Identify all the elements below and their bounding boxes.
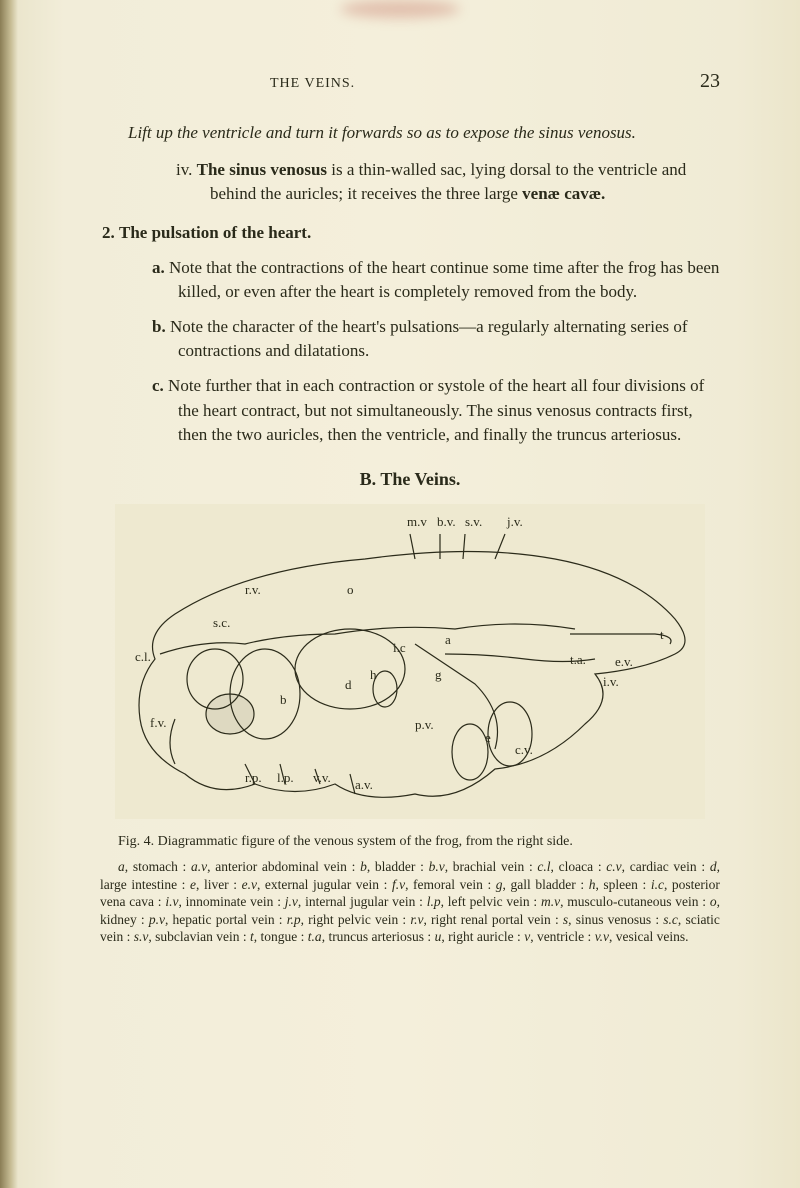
iv-bold-b: venæ cavæ. (522, 184, 605, 203)
figure-label: s.c. (213, 615, 230, 630)
figure-label: j.v. (506, 514, 523, 529)
figure-label: a (445, 632, 451, 647)
page-number: 23 (700, 70, 720, 93)
c-marker: c. (152, 376, 164, 395)
item-c: c. Note further that in each contraction… (178, 374, 720, 448)
iv-marker: iv. (176, 160, 192, 179)
a-text: Note that the contractions of the heart … (169, 258, 719, 302)
figure-label: c.l. (135, 649, 151, 664)
figure-label: t (660, 627, 664, 642)
figure-caption-main: Fig. 4. Diagrammatic figure of the venou… (100, 833, 720, 852)
a-marker: a. (152, 258, 165, 277)
figure-label: r.p. (245, 770, 262, 785)
page-content: THE VEINS. 23 Lift up the ventricle and … (0, 0, 800, 1188)
figure-caption-key: a, stomach : a.v, anterior abdominal vei… (100, 858, 720, 946)
anatomical-figure: m.v b.v. s.v. j.v. r.v. s.c. o c.l. i.c a h d b g t.a.… (115, 504, 705, 819)
item-iv: iv. The sinus venosus is a thin-walled s… (210, 158, 720, 207)
book-spine-shadow (0, 0, 18, 1188)
figure-label: e (485, 730, 491, 745)
figure-label: r.v. (245, 582, 261, 597)
b-text: Note the character of the heart's pulsat… (170, 317, 688, 361)
page-smudge (340, 0, 460, 18)
figure-label: a.v. (355, 777, 373, 792)
figure-label: i.c (393, 640, 406, 655)
figure-label: l.p. (277, 770, 294, 785)
page-header: THE VEINS. 23 (100, 70, 720, 93)
figure-label: c.v. (515, 742, 533, 757)
figure-label: i.v. (603, 674, 619, 689)
figure-label: o (347, 582, 354, 597)
sec2-num: 2. (102, 223, 115, 242)
figure-label: e.v. (615, 654, 633, 669)
figure-label: m.v (407, 514, 427, 529)
figure-label: t.a. (570, 652, 586, 667)
sec2-title: The pulsation of the heart. (119, 223, 311, 242)
figure-label: p.v. (415, 717, 434, 732)
figure-label: h (370, 667, 377, 682)
figure-label: d (345, 677, 352, 692)
section-2-heading: 2. The pulsation of the heart. (100, 221, 720, 246)
iv-lead-bold: The sinus venosus (197, 160, 327, 179)
running-head: THE VEINS. (270, 76, 355, 92)
b-marker: b. (152, 317, 166, 336)
figure-label: b.v. (437, 514, 456, 529)
figure-label: v.v. (313, 770, 331, 785)
c-text: Note further that in each contraction or… (168, 376, 704, 444)
frog-venous-diagram: m.v b.v. s.v. j.v. r.v. s.c. o c.l. i.c a h d b g t.a.… (115, 504, 705, 819)
figure-label: b (280, 692, 287, 707)
figure-label: f.v. (150, 715, 167, 730)
figure-label: g (435, 667, 442, 682)
item-b: b. Note the character of the heart's pul… (178, 315, 720, 364)
item-a: a. Note that the contractions of the hea… (178, 256, 720, 305)
intro-italic: Lift up the ventricle and turn it forwar… (100, 121, 720, 146)
body-text: Lift up the ventricle and turn it forwar… (100, 121, 720, 946)
figure-heading: B. The Veins. (100, 466, 720, 492)
figure-label: s.v. (465, 514, 482, 529)
